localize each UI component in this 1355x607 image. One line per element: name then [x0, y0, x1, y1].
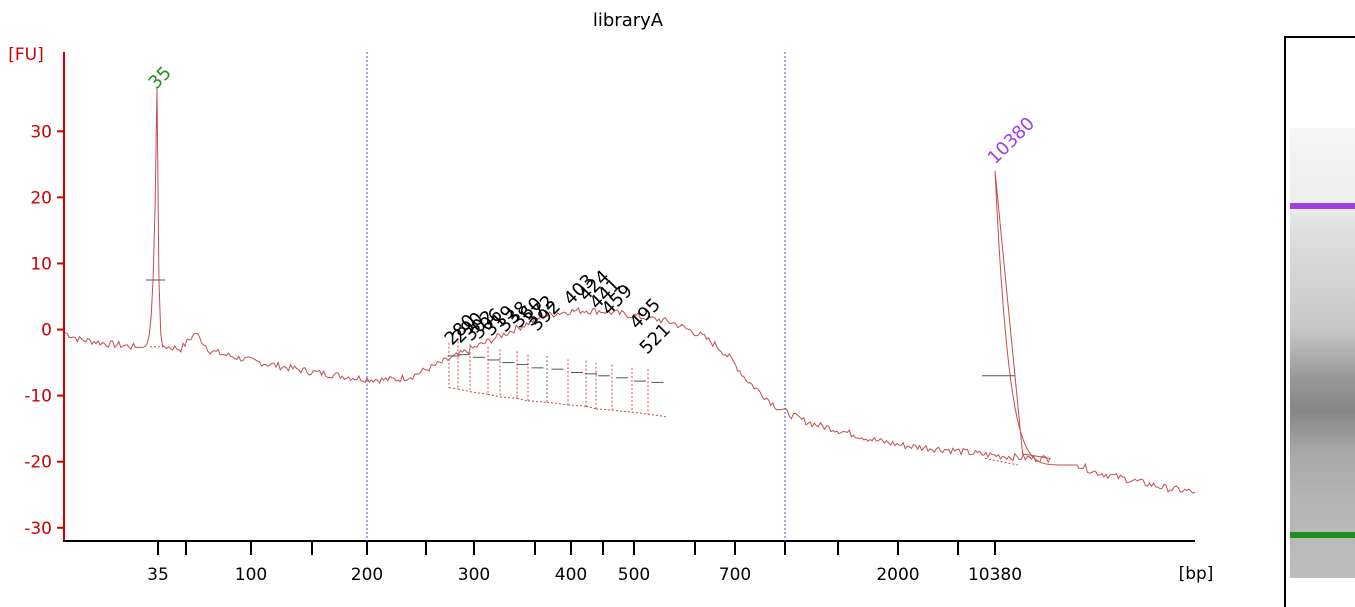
region-base [516, 397, 529, 402]
region-base [527, 400, 548, 403]
peak-label: 35 [145, 62, 176, 93]
region-base [487, 393, 501, 398]
peak-labels: 3510380280290302306319338360372392403424… [145, 62, 1039, 358]
x-tick-label: 400 [555, 565, 587, 585]
region-base [469, 391, 489, 395]
region-base [448, 387, 459, 390]
x-tick-label: 500 [618, 565, 650, 585]
y-tick-label: 10 [30, 254, 52, 274]
region-base [546, 401, 569, 406]
gel-image [1284, 36, 1355, 607]
x-tick-label: 300 [458, 565, 490, 585]
peak-regions [447, 341, 668, 418]
region-base [631, 411, 649, 415]
region-base [457, 388, 471, 393]
guide-lines [366, 52, 786, 541]
trace-group [64, 88, 1196, 494]
upper-marker-band [1290, 203, 1355, 209]
x-tick-label: 200 [351, 565, 383, 585]
trace-line [64, 88, 1196, 494]
x-tick-label: 100 [235, 565, 267, 585]
x-axis-label: [bp] [1179, 564, 1214, 584]
y-tick-label: -10 [24, 387, 52, 407]
x-tick-label: 35 [147, 565, 169, 585]
chart-title: libraryA [593, 10, 664, 31]
y-tick-label: 20 [30, 188, 52, 208]
y-tick-label: -30 [24, 519, 52, 539]
region-base [585, 405, 597, 410]
region-base [499, 396, 518, 399]
x-tick-label: 2000 [876, 565, 919, 585]
y-tick-label: 0 [41, 321, 52, 341]
region-base [647, 413, 668, 418]
peak-label: 10380 [984, 113, 1039, 168]
y-tick-label: -20 [24, 453, 52, 473]
lower-marker-band [1290, 532, 1355, 538]
y-tick-label: 30 [30, 122, 52, 142]
y-axis-label: [FU] [8, 45, 44, 65]
region-base [567, 404, 587, 407]
region-base [595, 408, 613, 411]
gel-lane [1290, 128, 1355, 578]
x-tick-label: 700 [719, 565, 751, 585]
region-base [611, 409, 633, 413]
baseline [984, 457, 1019, 466]
x-tick-label: 10380 [968, 565, 1022, 585]
